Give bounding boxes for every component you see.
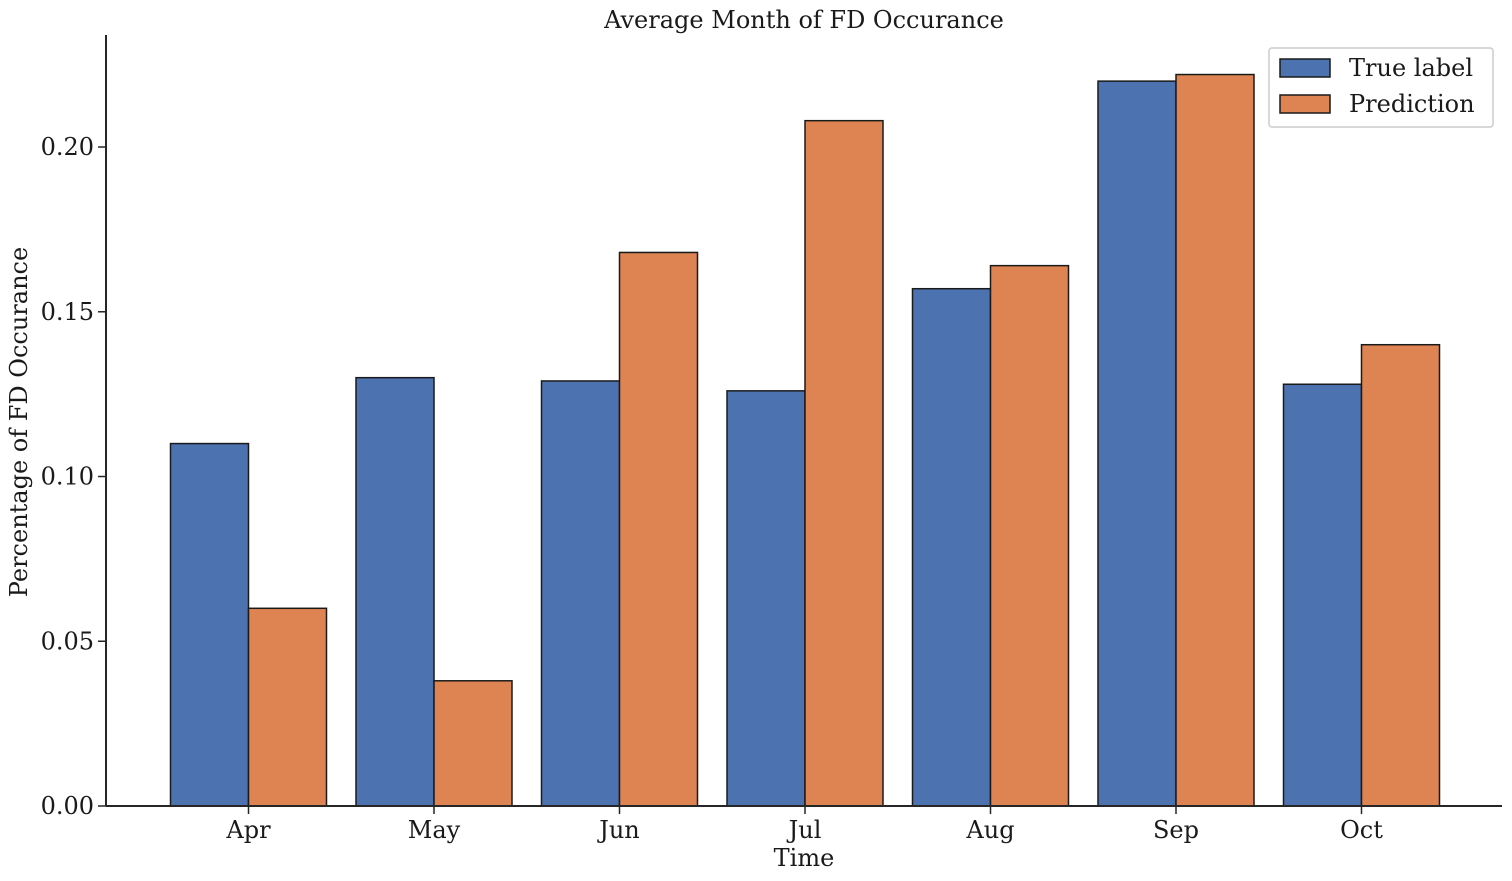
bar-true-label-jun [540, 380, 621, 807]
bar-prediction-may [433, 680, 513, 807]
bar-true-label-oct [1282, 383, 1363, 807]
bar-true-label-jul [726, 390, 806, 807]
y-ticks-group: 0.00 0.05 0.10 0.15 0.20 [41, 133, 106, 820]
x-tick-label: Jul [786, 816, 822, 844]
bar-prediction-aug [989, 264, 1070, 807]
y-tick-label: 0.10 [41, 463, 94, 491]
x-ticks-group: Apr May Jun Jul Aug Sep Oct [225, 806, 1383, 844]
bar-prediction-sep [1175, 73, 1255, 807]
y-axis-label: Percentage of FD Occurance [5, 247, 33, 597]
legend-swatch-true-label [1279, 58, 1331, 78]
x-tick-label: Apr [225, 816, 271, 844]
chart-title: Average Month of FD Occurance [603, 6, 1004, 34]
bar-prediction-jun [618, 251, 699, 807]
bar-true-label-aug [911, 287, 992, 807]
y-tick-label: 0.00 [41, 792, 94, 820]
legend: True label Prediction [1268, 47, 1494, 128]
bar-prediction-jul [804, 119, 884, 807]
bar-prediction-oct [1360, 343, 1441, 807]
bar-true-label-apr [169, 442, 250, 807]
y-tick-label: 0.15 [41, 298, 94, 326]
bar-true-label-sep [1097, 80, 1177, 807]
legend-label-true-label: True label [1349, 54, 1473, 82]
x-tick-label: Aug [965, 816, 1014, 844]
x-tick-label: Sep [1153, 816, 1199, 844]
x-tick-label: Oct [1340, 816, 1383, 844]
x-tick-label: May [408, 816, 461, 844]
y-tick-label: 0.20 [41, 133, 94, 161]
bar-prediction-apr [247, 607, 328, 807]
bars-group [169, 73, 1441, 807]
x-tick-label: Jun [596, 816, 640, 844]
legend-label-prediction: Prediction [1349, 90, 1475, 118]
y-tick-label: 0.05 [41, 627, 94, 655]
bar-true-label-may [355, 376, 435, 807]
x-axis-label: Time [774, 844, 835, 872]
axes-group [105, 35, 1502, 807]
legend-swatch-prediction [1279, 94, 1331, 114]
